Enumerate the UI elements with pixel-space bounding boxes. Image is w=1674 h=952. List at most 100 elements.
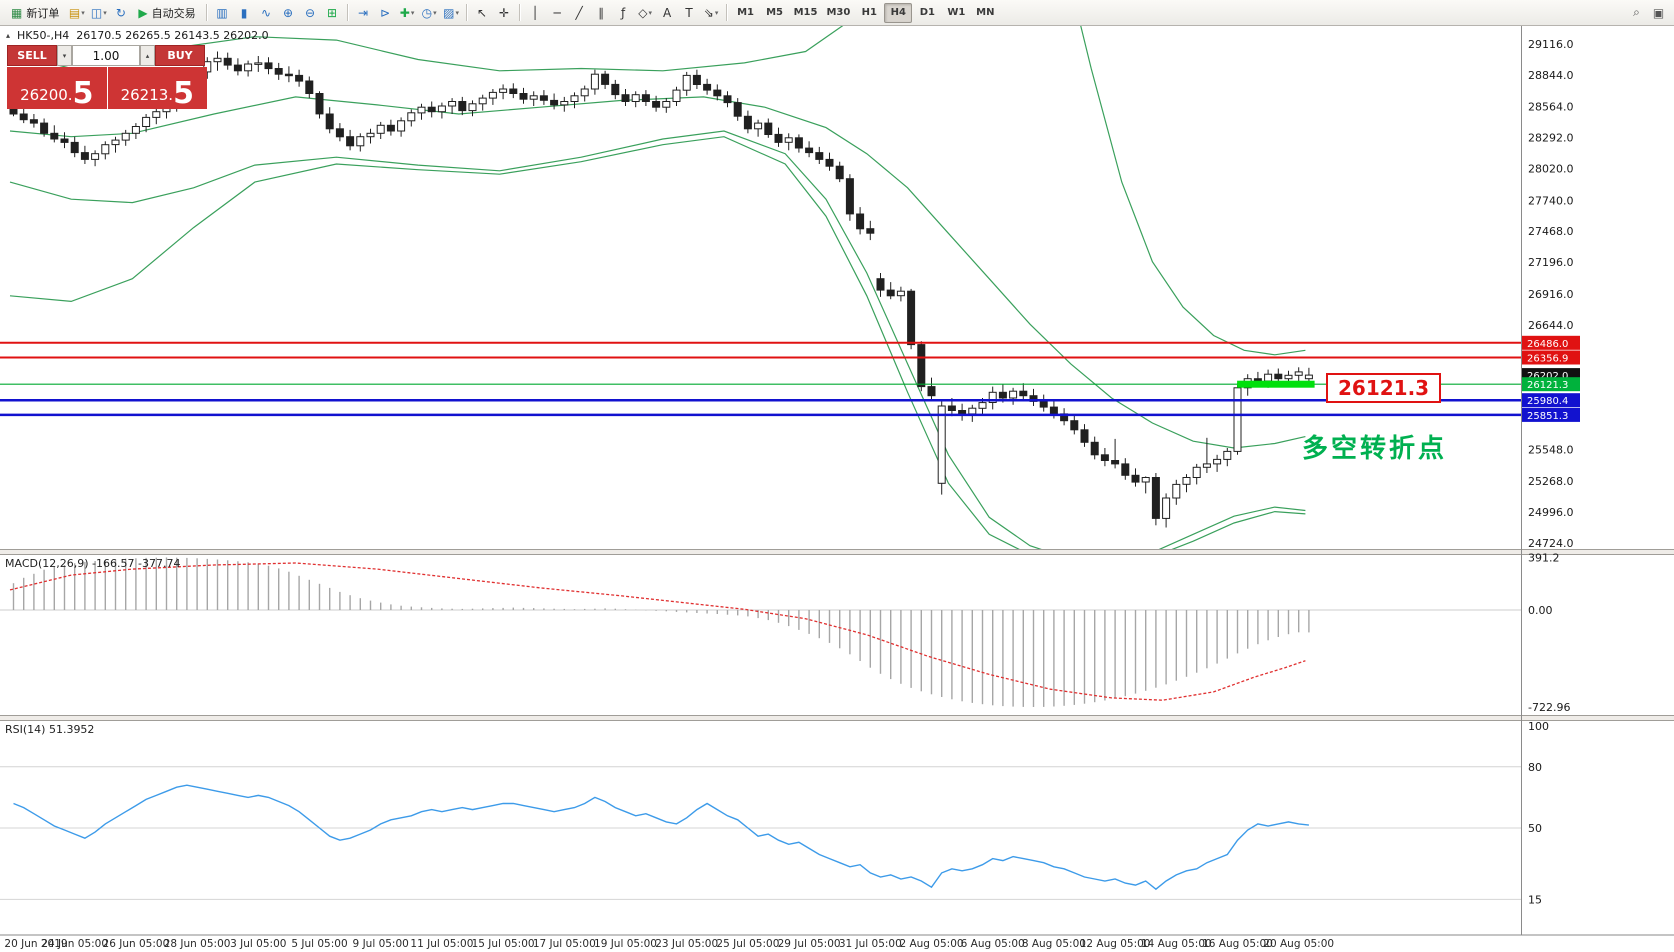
volume-down-button[interactable]: ▾	[57, 45, 72, 66]
label-button[interactable]: T	[679, 3, 700, 23]
support-zone-segment[interactable]	[1237, 380, 1315, 388]
line-chart-mode-button[interactable]: ∿	[256, 3, 277, 23]
time-axis-label: 29 Jul 05:00	[778, 938, 841, 950]
autotrading-button[interactable]: ▶ 自动交易	[132, 2, 201, 24]
price-axis-label: 29116.0	[1528, 38, 1574, 51]
trendline-button[interactable]: ╱	[569, 3, 590, 23]
panel-splitter[interactable]	[0, 715, 1674, 721]
timeframe-h4[interactable]: H4	[884, 2, 913, 23]
timeframe-h1[interactable]: H1	[861, 7, 877, 18]
candlestick-mode-button[interactable]: ▮	[234, 3, 255, 23]
rsi-axis-label: 15	[1528, 893, 1542, 906]
buy-price[interactable]: 26213. 5	[107, 67, 207, 111]
trade-panel-toggle-icon[interactable]: ▴	[6, 31, 11, 40]
channel-button[interactable]: ∥	[591, 3, 612, 23]
horizontal-line-icon: ─	[553, 5, 561, 20]
autotrading-icon: ▶	[138, 5, 148, 20]
vertical-line-button[interactable]: │	[525, 3, 546, 23]
turning-point-annotation[interactable]: 多空转折点	[1302, 434, 1448, 464]
time-axis-label: 2 Aug 05:00	[899, 938, 963, 950]
volume-input[interactable]	[72, 45, 140, 66]
zoom-in-button[interactable]: ⊕	[278, 3, 299, 23]
timeframe-mn[interactable]: MN	[976, 7, 995, 18]
new-order-button[interactable]: ▦ 新订单	[5, 2, 65, 24]
zoom-out-button[interactable]: ⊖	[300, 3, 321, 23]
chart-window[interactable]: 29116.0 28844.0 28564.0 28292.0 28020.0 27740…	[0, 26, 1674, 952]
rsi-line	[13, 784, 1309, 891]
price-axis-label: 28844.0	[1528, 69, 1574, 82]
timeframe-m5[interactable]: M5	[766, 7, 784, 18]
price-tag	[1522, 350, 1580, 365]
price-axis-label: 27196.0	[1528, 256, 1574, 269]
channel-icon: ∥	[598, 5, 605, 20]
buy-price-pip: 5	[173, 75, 194, 111]
price-axis-label: 24996.0	[1528, 506, 1574, 519]
macd-scale[interactable]: 391.2 0.00 -722.96	[1528, 552, 1570, 715]
fibonacci-button[interactable]: ƒ	[613, 3, 634, 23]
search-button[interactable]: ⌕	[1633, 5, 1640, 19]
sell-price-int: 26200.	[20, 86, 73, 104]
arrows-button[interactable]: ⇘ ▾	[701, 3, 722, 23]
layout-button[interactable]: ▣	[1652, 5, 1665, 20]
time-axis-label: 17 Jul 05:00	[533, 938, 596, 950]
shapes-button[interactable]: ◇ ▾	[635, 3, 656, 23]
panel-splitter[interactable]	[0, 549, 1674, 555]
price-axis-label: 25548.0	[1528, 443, 1574, 456]
timeframe-m15[interactable]: M15	[793, 7, 818, 18]
toolbar-separator	[346, 4, 349, 21]
toolbar-separator	[205, 4, 208, 21]
crosshair-button[interactable]: ✛	[494, 3, 515, 23]
price-tag	[1522, 377, 1580, 392]
timeframe-m30[interactable]: M30	[826, 7, 851, 18]
price-tag-label: 26202.0	[1527, 371, 1568, 382]
buy-price-int: 26213.	[120, 86, 174, 104]
refresh-icon: ↻	[115, 5, 126, 20]
timeframe-m1[interactable]: M1	[737, 7, 755, 18]
new-chart-button[interactable]: ▤ ▾	[66, 3, 87, 23]
templates-button[interactable]: ▨ ▾	[441, 3, 462, 23]
price-tag-label: 26486.0	[1527, 339, 1568, 350]
cursor-button[interactable]: ↖	[472, 3, 493, 23]
sell-price[interactable]: 26200. 5	[7, 67, 107, 109]
bar-chart-mode-button[interactable]: ▥	[212, 3, 233, 23]
price-tag	[1522, 393, 1580, 408]
bollinger-bands	[9, 26, 1306, 549]
refresh-button[interactable]: ↻	[110, 3, 131, 23]
profiles-button[interactable]: ◫ ▾	[88, 3, 109, 23]
chart-canvas[interactable]: 29116.0 28844.0 28564.0 28292.0 28020.0 27740…	[0, 26, 1674, 952]
timeframe-w1[interactable]: W1	[947, 7, 966, 18]
toolbar-items: ▦ 新订单 ▤ ▾ ◫ ▾ ↻ ▶ 自动交易 ▥ ▮ ∿ ⊕ ⊖ ⊞ ⇥ ⊳ ✚ ▾ ◷ ▾ ▨ ▾ ↖ ✛ │ ─ ╱ ∥ ƒ ◇ ▾ A T ⇘…	[5, 2, 999, 24]
price-scale[interactable]: 29116.0 28844.0 28564.0 28292.0 28020.0 27740…	[1528, 38, 1574, 550]
band-upper	[9, 26, 1306, 356]
text-button[interactable]: A	[657, 3, 678, 23]
rsi-axis-label: 80	[1528, 761, 1542, 774]
symbol-name: HK50-,H4	[17, 29, 70, 42]
volume-up-button[interactable]: ▴	[140, 45, 155, 66]
add-indicator-button[interactable]: ✚ ▾	[397, 3, 418, 23]
time-axis-label: 19 Jul 05:00	[594, 938, 657, 950]
tile-windows-button[interactable]: ⊞	[322, 3, 343, 23]
time-axis-label: 23 Jul 05:00	[655, 938, 718, 950]
candlestick-mode-icon: ▮	[240, 5, 248, 20]
fibonacci-icon: ƒ	[620, 5, 626, 20]
candlestick-series	[9, 51, 1313, 528]
buy-button[interactable]: BUY	[155, 45, 205, 66]
bar-chart-mode-icon: ▥	[216, 5, 228, 20]
price-axis-label: 28292.0	[1528, 132, 1574, 145]
time-axis-label: 31 Jul 05:00	[839, 938, 902, 950]
macd-pane	[0, 557, 1521, 707]
price-callout-label[interactable]: 26121.3	[1326, 373, 1442, 403]
chart-shift-button[interactable]: ⇥	[353, 3, 374, 23]
trendline-icon: ╱	[575, 5, 583, 20]
sell-button[interactable]: SELL	[7, 45, 57, 66]
auto-scroll-button[interactable]: ⊳	[375, 3, 396, 23]
horizontal-line-button[interactable]: ─	[547, 3, 568, 23]
zoom-in-icon: ⊕	[283, 5, 294, 20]
rsi-scale[interactable]: 100 80 50 15	[1528, 720, 1549, 906]
timeframe-d1[interactable]: D1	[919, 7, 935, 18]
period-button[interactable]: ◷ ▾	[419, 3, 440, 23]
tile-windows-icon: ⊞	[327, 5, 338, 20]
symbol-header: ▴ HK50-,H4 26170.5 26265.5 26143.5 26202…	[6, 29, 269, 42]
label-icon: T	[685, 5, 693, 20]
